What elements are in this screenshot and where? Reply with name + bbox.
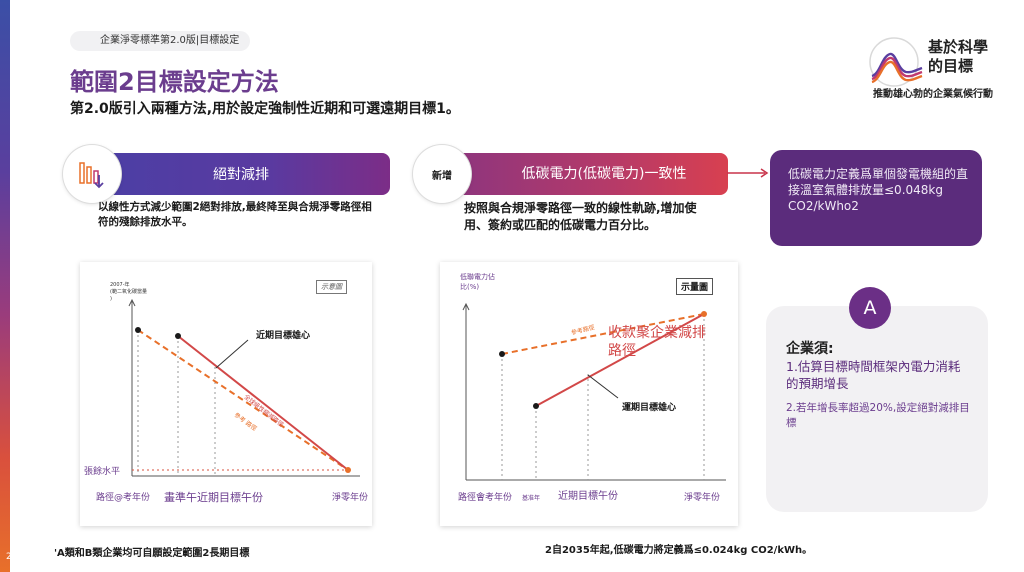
- requirements-label: 企業須:: [786, 341, 834, 357]
- arrow-right-icon: [727, 168, 769, 178]
- bar-decline-icon: [79, 162, 104, 189]
- logo-text: 基於科學 的目標: [928, 38, 988, 76]
- low-carbon-electricity-chart: 低聯電力佔 比(%) 示量圖 收款聚企業減排路徑 參考路徑 運期目標雄心 路徑會…: [440, 262, 738, 526]
- chart2-ylabel-line2: 比(%): [460, 283, 480, 291]
- requirements-badge: A: [849, 287, 891, 329]
- page-number: 25: [6, 552, 18, 562]
- chart2-svg: [462, 302, 726, 481]
- chart2-reference-path: [501, 313, 705, 355]
- chart2-ylabel-line1: 低聯電力佔: [460, 273, 495, 281]
- chart2-point-base: [499, 351, 505, 357]
- logo-line2: 的目標: [928, 57, 974, 75]
- chart2-x-label-base-small: 基准年: [522, 495, 541, 502]
- chart2-x-label-near: 近期目標午份: [558, 491, 618, 502]
- footnote-1: 'A類和B類企業均可自願設定範圍2長期目標: [54, 548, 250, 559]
- chart1-svg: [128, 298, 360, 477]
- breadcrumb: 企業淨零標準第2.0版|目標設定: [70, 31, 250, 51]
- new-badge-label: 新增: [432, 170, 452, 182]
- low-carbon-electricity-banner: 低碳電力(低碳電力)一致性: [440, 153, 728, 195]
- chart1-target-path: [177, 335, 349, 471]
- method2-description: 按照與合規淨零路徑一致的線性軌跡,增加使用、簽約或匹配的低碳電力百分比。: [464, 201, 697, 232]
- chart1-legend: 示意圖: [316, 280, 347, 294]
- chart1-point-start: [175, 333, 181, 339]
- requirements-item-1: 1.估算目標時間框架內電力消耗的預期增長: [786, 359, 961, 391]
- chart2-ylabel: 低聯電力佔 比(%): [460, 272, 495, 292]
- chart2-annotation-connector: [587, 374, 619, 399]
- chart2-point-end: [701, 311, 707, 317]
- page-title: 範圍2目標設定方法: [70, 68, 279, 96]
- chart1-x-label-netzero: 淨零年份: [332, 493, 369, 503]
- chart1-point-end: [345, 467, 351, 473]
- logo-tagline: 推動雄心勃的企業氣候行動: [873, 89, 993, 100]
- method1-description: 以線性方式減少範圍2絕對排放,最終降至與合規淨零路徑相符的殘餘排放水平。: [98, 201, 372, 228]
- chart2-y-arrow: [462, 302, 470, 311]
- chart2-annotation-red: 收款聚企業減排路徑: [608, 325, 706, 359]
- page-subtitle: 第2.0版引入兩種方法,用於設定強制性近期和可選遠期目標1。: [70, 101, 460, 117]
- chart1-ylabel-line2: (範二氧化碳當量: [110, 289, 147, 295]
- chart1-annotation-target: 近期目標雄心: [256, 331, 311, 341]
- chart2-annotation-target: 運期目標雄心: [622, 403, 677, 413]
- chart1-residual-label: 張餘水平: [84, 467, 121, 477]
- sbti-logo-icon: [869, 37, 923, 87]
- chart2-legend: 示量圖: [676, 278, 714, 295]
- left-accent-bar: [0, 0, 10, 572]
- requirements-box: [766, 306, 988, 512]
- absolute-reduction-chart: 2007-年 (範二氧化碳當量 ) 示意圖 近期目標雄心 全球級性縮減路徑 參考…: [80, 262, 372, 526]
- absolute-reduction-badge: [63, 145, 121, 203]
- footnote-2: 2自2035年起,低碳電力將定義爲≤0.024kg CO2/kWh。: [545, 545, 813, 556]
- chart1-annotation-connector: [215, 339, 249, 369]
- chart1-ylabel-line1: 2007-年: [110, 282, 130, 288]
- chart1-reference-path: [137, 329, 349, 471]
- chart1-ylabel-line3: ): [110, 296, 112, 302]
- new-badge: 新增: [413, 145, 471, 203]
- logo-line1: 基於科學: [928, 38, 989, 56]
- chart1-x-label-base: 路徑@考年份: [96, 493, 151, 503]
- chart1-y-arrow: [128, 298, 136, 307]
- low-carbon-definition-box: 低碳電力定義爲單個發電機組的直接溫室氣體排放量≤0.048kg CO2/kWho…: [770, 150, 982, 246]
- chart2-point-start: [533, 403, 539, 409]
- chart1-point-base: [135, 327, 141, 333]
- chart2-x-label-base: 路徑會考年份: [458, 493, 513, 503]
- absolute-reduction-banner: 絕對減排: [92, 153, 390, 195]
- chart2-x-label-netzero: 淨零年份: [684, 493, 721, 503]
- chart2-target-path: [535, 313, 705, 407]
- chart1-ylabel: 2007-年 (範二氧化碳當量 ): [110, 282, 147, 303]
- requirements-item-2: 2.若年增長率超過20%,設定絕對減排目標: [786, 402, 970, 429]
- chart1-x-label-near: 畫準午近期目標午份: [164, 491, 263, 504]
